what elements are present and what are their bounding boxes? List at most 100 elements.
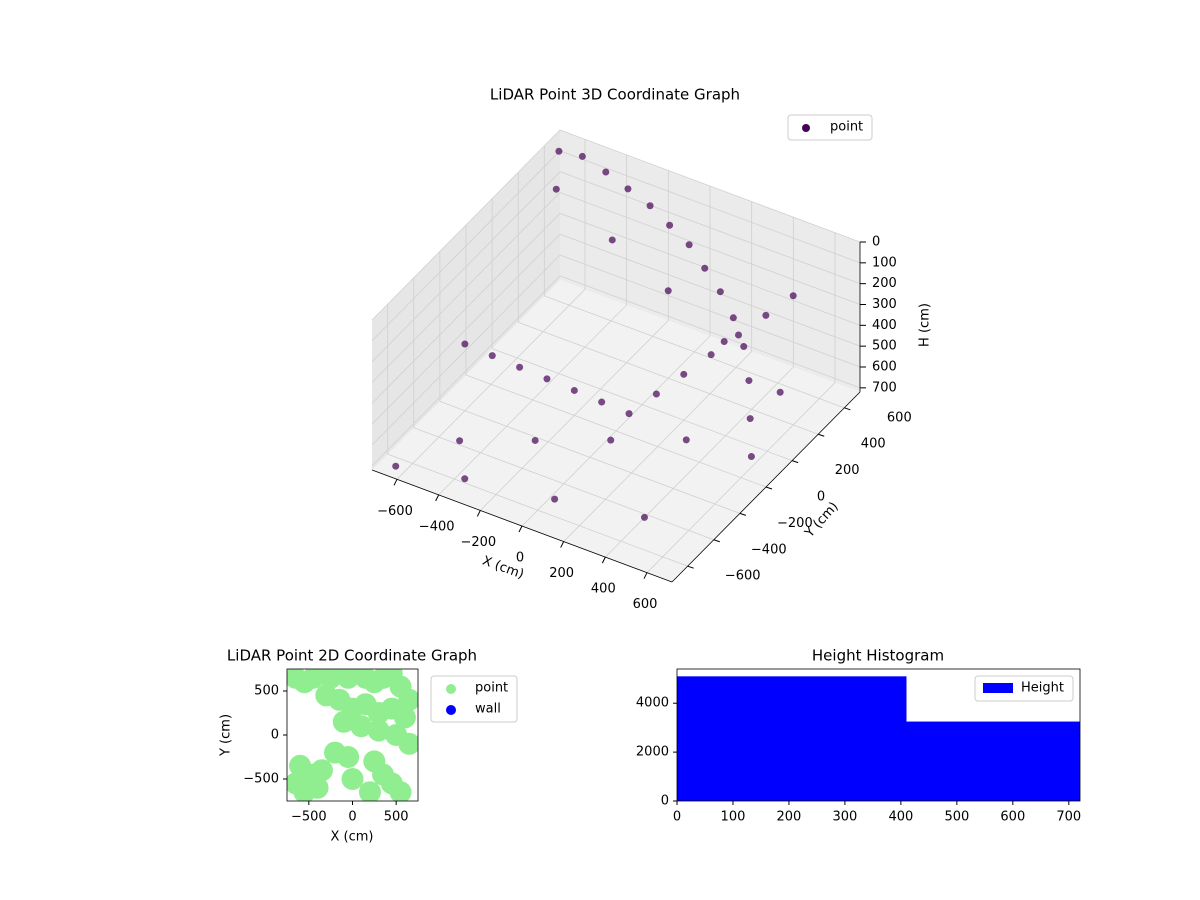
point <box>367 719 390 742</box>
point <box>543 375 551 383</box>
legend-label: point <box>475 681 508 696</box>
point <box>608 236 616 244</box>
x-tick <box>643 572 648 579</box>
x-tick-label: −500 <box>291 810 327 825</box>
point <box>363 750 386 773</box>
legend-box <box>430 675 518 723</box>
point <box>746 415 754 423</box>
y-tick-label: −500 <box>243 772 279 787</box>
point <box>552 185 560 193</box>
x-tick-label: 400 <box>591 582 616 597</box>
y-tick <box>818 433 825 437</box>
x-tick-label: 0 <box>348 810 356 825</box>
y-tick <box>713 539 720 543</box>
point <box>531 436 539 444</box>
x-tick-label: −400 <box>419 519 455 534</box>
point <box>398 732 418 755</box>
bar <box>906 721 1080 801</box>
grid-line <box>371 213 561 404</box>
point <box>680 370 688 378</box>
point <box>398 688 418 711</box>
grid-line <box>371 233 561 425</box>
point <box>555 147 563 155</box>
legend-label: wall <box>475 702 501 717</box>
x-tick-label: 600 <box>1000 810 1025 825</box>
legend-box <box>787 114 873 141</box>
x-tick-label: 700 <box>1056 810 1081 825</box>
x-tick-label: −200 <box>460 535 496 550</box>
z-tick-label: 700 <box>872 380 897 395</box>
x-tick-label: −600 <box>377 504 413 519</box>
title: Height Histogram <box>812 647 944 665</box>
z-tick-label: 600 <box>872 360 897 375</box>
z-tick-label: 400 <box>872 318 897 333</box>
grid-line <box>371 192 561 383</box>
y-tick-label: 2000 <box>636 745 669 760</box>
y-tick <box>687 565 694 569</box>
x-tick-label: 0 <box>516 551 524 566</box>
point <box>640 513 648 521</box>
grid-line <box>559 233 861 347</box>
legend-marker <box>983 683 1013 693</box>
x-tick-label: 0 <box>673 810 681 825</box>
point <box>666 221 674 229</box>
point <box>607 436 615 444</box>
y-tick-label: 200 <box>835 463 860 478</box>
point <box>602 168 610 176</box>
point <box>389 781 412 801</box>
grid-line <box>559 171 861 285</box>
x-tick <box>476 510 481 517</box>
legend-label: Height <box>1021 681 1064 696</box>
point <box>570 386 578 394</box>
point <box>393 706 416 729</box>
y-tick-label: 400 <box>861 437 886 452</box>
y-tick-label: 0 <box>271 728 279 743</box>
x-tick-label: 100 <box>721 810 746 825</box>
legend-marker <box>446 684 456 694</box>
point <box>789 292 797 300</box>
x-tick-label: 200 <box>549 566 574 581</box>
y-tick-label: −400 <box>751 542 787 557</box>
point <box>624 185 632 193</box>
x-tick-label: 300 <box>833 810 858 825</box>
point <box>337 746 360 768</box>
y-tick <box>739 512 747 516</box>
axis-line <box>671 391 861 583</box>
point <box>716 288 724 296</box>
point <box>306 776 329 799</box>
x-tick <box>435 494 440 502</box>
point <box>664 287 672 295</box>
y-tick-label: −200 <box>777 516 813 531</box>
legend-marker <box>446 705 456 715</box>
point <box>392 462 400 470</box>
point <box>729 314 737 322</box>
point <box>341 768 364 790</box>
y-tick-label: 4000 <box>636 696 669 711</box>
grid-line <box>544 295 845 409</box>
point <box>685 241 693 249</box>
point <box>358 781 381 801</box>
grid-line <box>387 453 688 567</box>
grid-line <box>559 212 861 326</box>
axis-line <box>371 469 673 583</box>
point <box>332 710 355 733</box>
point <box>310 759 333 782</box>
point <box>598 398 606 406</box>
point <box>735 331 742 339</box>
grid-line <box>371 171 561 362</box>
frame <box>676 668 1081 802</box>
grid-line <box>559 192 861 305</box>
z-axis-label: H (cm) <box>918 303 933 347</box>
point <box>456 437 464 445</box>
point <box>701 264 709 272</box>
y-axis-label: Y (cm) <box>219 714 234 757</box>
x-tick-label: 600 <box>633 597 658 612</box>
point <box>745 377 753 385</box>
point <box>776 388 784 396</box>
title: LiDAR Point 3D Coordinate Graph <box>490 86 740 104</box>
grid-line <box>559 254 861 368</box>
grid-line <box>491 348 793 461</box>
legend-label: point <box>830 120 863 135</box>
x-tick <box>601 556 606 564</box>
